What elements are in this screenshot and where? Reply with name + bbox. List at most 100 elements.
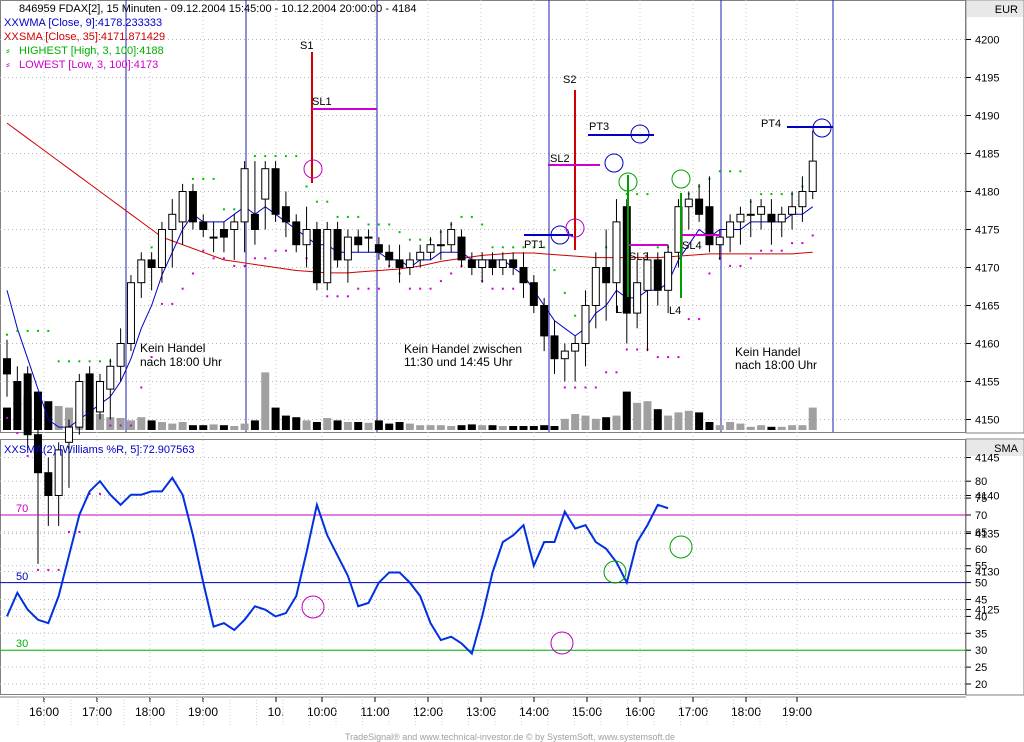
candle-body bbox=[767, 213, 776, 223]
legend-tag-lowest: ⸗ bbox=[6, 59, 10, 71]
volume-bar bbox=[550, 426, 559, 430]
volume-bar bbox=[44, 401, 53, 430]
lowest-dot bbox=[729, 264, 732, 267]
marker-label-sl3: SL3 bbox=[629, 251, 649, 263]
volume-bar bbox=[519, 426, 528, 430]
volume-bar bbox=[457, 425, 466, 430]
lowest-dot bbox=[346, 295, 349, 298]
legend-highest: HIGHEST [High, 3, 100]:4188 bbox=[19, 45, 164, 57]
volume-bar bbox=[178, 422, 187, 430]
candle-body bbox=[168, 213, 177, 231]
indicator-tick-label: 30 bbox=[975, 645, 987, 657]
indicator-title: SMA(2) [Williams %R, 5]:72.907563 bbox=[19, 444, 194, 456]
highest-dot bbox=[150, 246, 153, 249]
volume-bar bbox=[798, 425, 807, 430]
volume-bar bbox=[715, 425, 724, 430]
candle-body bbox=[230, 221, 239, 230]
indicator-signal-circle bbox=[603, 560, 627, 584]
highest-dot bbox=[284, 155, 287, 158]
footer: TradeSignal® and www.technical-investor.… bbox=[345, 732, 675, 742]
session-separators bbox=[125, 0, 834, 432]
volume-bar bbox=[674, 412, 683, 430]
indicator-tick-label: 50 bbox=[975, 578, 987, 590]
highest-dot bbox=[336, 215, 339, 218]
lowest-dot bbox=[191, 272, 194, 275]
candle-body bbox=[488, 259, 497, 268]
highest-dot bbox=[718, 170, 721, 173]
candle-body bbox=[106, 365, 115, 390]
volume-bar bbox=[788, 425, 797, 430]
lowest-dot bbox=[253, 257, 256, 260]
candle-body bbox=[374, 244, 383, 253]
volume-bar bbox=[653, 409, 662, 430]
candle-body bbox=[75, 381, 84, 428]
highest-dot bbox=[346, 215, 349, 218]
volume-bar bbox=[85, 410, 94, 430]
lowest-dot bbox=[16, 432, 19, 435]
lowest-dot bbox=[26, 454, 29, 457]
signal-circle bbox=[812, 118, 832, 138]
highest-dot bbox=[367, 223, 370, 226]
highest-dot bbox=[16, 329, 19, 332]
highest-dot bbox=[253, 155, 256, 158]
volume-bar bbox=[54, 406, 63, 430]
volume-bar bbox=[622, 391, 631, 430]
indicator-tag: XX bbox=[4, 444, 19, 456]
volume-bar bbox=[271, 407, 280, 430]
candle-body bbox=[385, 251, 394, 261]
candle-body bbox=[416, 251, 425, 261]
price-tick-label: 4135 bbox=[975, 529, 999, 541]
indicator-tick-label: 70 bbox=[975, 510, 987, 522]
volume-bar bbox=[602, 417, 611, 430]
price-tick-label: 4160 bbox=[975, 339, 999, 351]
candle-body bbox=[695, 198, 704, 215]
candle-body bbox=[509, 259, 518, 268]
highest-dot bbox=[222, 208, 225, 211]
indicator-tick-label: 65 bbox=[975, 527, 987, 539]
lowest-dot bbox=[667, 356, 670, 359]
time-axis-panel bbox=[0, 697, 1024, 730]
volume-bar bbox=[219, 425, 228, 430]
lowest-dot bbox=[636, 348, 639, 351]
lowest-dot bbox=[801, 242, 804, 245]
candle-body bbox=[715, 236, 724, 246]
time-tick-label: 14:00 bbox=[519, 705, 549, 719]
highest-dot bbox=[729, 170, 732, 173]
indicator-signal-circle bbox=[301, 595, 325, 619]
candle-body bbox=[788, 206, 797, 215]
volume-bar bbox=[436, 425, 445, 430]
lowest-dot bbox=[749, 257, 752, 260]
price-tick-label: 4140 bbox=[975, 491, 999, 503]
candle-body bbox=[757, 206, 766, 215]
highest-dot bbox=[326, 200, 329, 203]
volume-bar bbox=[478, 425, 487, 430]
lowest-dot bbox=[574, 386, 577, 389]
candle-body bbox=[54, 449, 63, 496]
no-trade-note-1-line1: Kein Handel bbox=[140, 341, 205, 355]
candle-body bbox=[354, 236, 363, 246]
volume-bar bbox=[33, 391, 42, 430]
lowest-dot bbox=[429, 287, 432, 290]
volume-bar bbox=[426, 425, 435, 430]
highest-dot bbox=[646, 193, 649, 196]
marker-label-s2: S2 bbox=[563, 74, 576, 86]
candle-body bbox=[664, 251, 673, 291]
volume-bar bbox=[736, 423, 745, 430]
candle-body bbox=[426, 244, 435, 253]
candle-body bbox=[13, 381, 22, 405]
volume-bar bbox=[447, 426, 456, 430]
volume-bar bbox=[64, 407, 73, 430]
volume-bar bbox=[467, 424, 476, 430]
indicator-tick-label: 60 bbox=[975, 544, 987, 556]
candle-body bbox=[591, 267, 600, 306]
lowest-dot bbox=[109, 424, 112, 427]
lowest-dot bbox=[584, 386, 587, 389]
lowest-dot bbox=[202, 249, 205, 252]
highest-dot bbox=[6, 333, 8, 336]
candle-body bbox=[498, 259, 507, 268]
marker-label-pt1: PT1 bbox=[524, 239, 544, 251]
volume-bar bbox=[116, 418, 125, 430]
price-tick-label: 4125 bbox=[975, 605, 999, 617]
lowest-dot bbox=[129, 424, 132, 427]
volume-bar bbox=[261, 372, 270, 430]
